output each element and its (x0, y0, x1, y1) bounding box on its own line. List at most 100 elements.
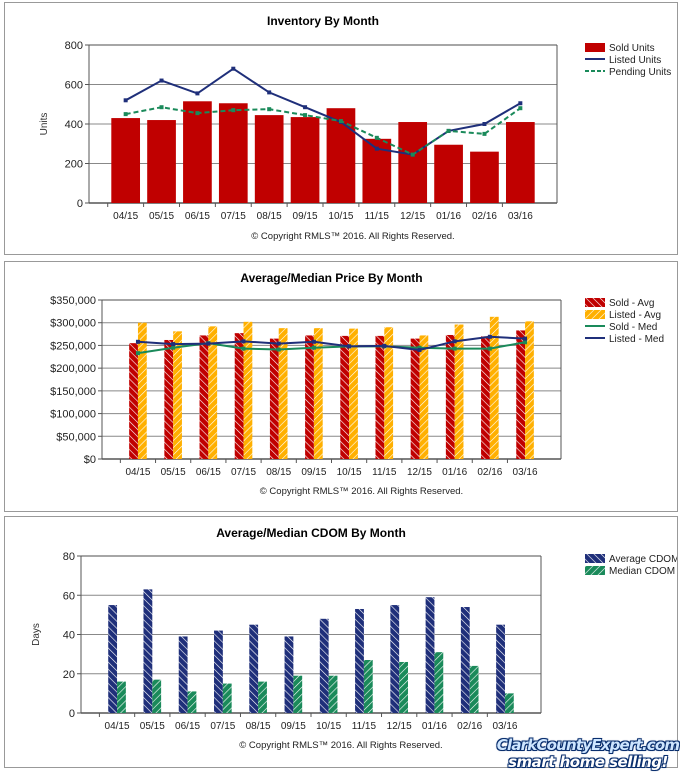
price-panel: Average/Median Price By Month $0 $50,000 $1… (4, 261, 678, 512)
x-tick-label: 11/15 (365, 211, 390, 222)
y-tick-label: 20 (63, 669, 75, 681)
bar-average-cdom (284, 636, 294, 713)
bar-sold-avg (481, 336, 490, 459)
legend-swatch (585, 566, 605, 575)
x-tick-label: 10/15 (337, 467, 362, 478)
x-tick-label: 09/15 (293, 211, 318, 222)
x-tick-label: 04/15 (113, 211, 138, 222)
point (374, 146, 379, 151)
x-tick-label: 06/15 (175, 721, 200, 732)
cdom-panel: Average/Median CDOM By Month 0 20 40 60 80 Day… (4, 516, 679, 768)
point (206, 341, 211, 346)
x-tick-label: 01/16 (422, 721, 447, 732)
bar-listed-avg (489, 316, 499, 459)
x-tick-label: 06/15 (196, 467, 221, 478)
point (171, 345, 176, 350)
point (267, 107, 272, 112)
copyright-footer: © Copyright RMLS™ 2016. All Rights Reser… (239, 740, 442, 751)
point (171, 342, 176, 347)
bar-median-cdom (469, 665, 479, 713)
line-listed-med (137, 335, 526, 351)
point (123, 98, 128, 103)
y-tick-label: $300,000 (50, 318, 96, 330)
bar-sold-avg (199, 335, 209, 459)
x-tick-label: 07/15 (231, 467, 256, 478)
point (276, 341, 281, 346)
bar-median-cdom (187, 691, 197, 713)
chart-title: Inventory By Month (267, 14, 379, 28)
y-tick-label: 80 (63, 551, 75, 563)
legend-label: Sold - Med (609, 322, 657, 333)
x-tick-label: 04/15 (105, 721, 130, 732)
chart-title: Average/Median Price By Month (240, 271, 422, 285)
point (518, 101, 523, 106)
bar-listed-avg (349, 328, 358, 459)
x-tick-label: 01/16 (442, 467, 467, 478)
x-tick-label: 04/15 (125, 467, 150, 478)
bar-sold-units (505, 122, 535, 203)
bar-listed-avg (313, 328, 323, 459)
x-tick-label: 10/15 (328, 211, 353, 222)
bar-median-cdom (258, 681, 267, 713)
x-tick-label: 03/16 (513, 467, 538, 478)
bar-sold-avg (305, 335, 314, 459)
x-tick-label: 03/16 (492, 721, 517, 732)
bar-sold-units (254, 115, 284, 203)
x-tick-label: 07/15 (210, 721, 235, 732)
x-tick-label: 05/15 (140, 721, 165, 732)
point (338, 119, 343, 124)
bar-sold-avg (410, 338, 420, 459)
y-axis-label: Units (39, 113, 50, 136)
y-tick-label: 600 (65, 80, 83, 92)
bar-median-cdom (152, 679, 162, 713)
y-tick-label: $200,000 (50, 363, 96, 375)
y-axis-label: Days (31, 623, 42, 646)
point (241, 339, 246, 344)
cdom-chart: Average/Median CDOM By Month 0 20 40 60 80 Day… (31, 526, 679, 751)
point (347, 344, 352, 349)
bar-sold-units (290, 117, 320, 203)
x-tick-label: 08/15 (266, 467, 291, 478)
bar-sold-units (398, 122, 428, 203)
bar-average-cdom (214, 630, 223, 713)
x-tick-label: 05/15 (161, 467, 186, 478)
bar-average-cdom (355, 608, 364, 713)
point (135, 351, 140, 356)
bar-sold-units (470, 151, 499, 203)
y-tick-label: 0 (69, 708, 75, 720)
point (417, 347, 422, 352)
point (374, 135, 379, 140)
bar-average-cdom (425, 597, 435, 713)
bar-sold-units (434, 144, 463, 203)
point (276, 347, 281, 352)
bar-sold-avg (340, 335, 350, 459)
legend-swatch (585, 43, 605, 52)
legend-label: Sold - Avg (609, 298, 654, 309)
bar-median-cdom (434, 652, 444, 713)
bar-average-cdom (108, 605, 118, 713)
copyright-footer: © Copyright RMLS™ 2016. All Rights Reser… (260, 486, 463, 497)
point (523, 336, 528, 341)
chart-title: Average/Median CDOM By Month (216, 526, 406, 540)
x-tick-label: 09/15 (281, 721, 306, 732)
point (135, 339, 140, 344)
point (487, 346, 492, 351)
bar-sold-units (183, 101, 212, 203)
point (195, 91, 200, 96)
bar-sold-avg (164, 339, 174, 459)
point (303, 113, 308, 118)
bar-average-cdom (460, 607, 470, 713)
bar-sold-avg (234, 333, 244, 459)
legend-swatch (585, 298, 605, 307)
bar-sold-avg (445, 334, 455, 459)
bar-sold-units (111, 118, 141, 203)
legend-swatch (585, 310, 605, 319)
y-tick-label: $50,000 (56, 431, 96, 443)
x-tick-label: 08/15 (246, 721, 271, 732)
point (123, 112, 128, 117)
bar-average-cdom (249, 624, 259, 713)
bar-sold-units (147, 120, 176, 203)
y-tick-label: $150,000 (50, 386, 96, 398)
x-tick-label: 08/15 (257, 211, 282, 222)
y-tick-label: 0 (77, 198, 83, 210)
